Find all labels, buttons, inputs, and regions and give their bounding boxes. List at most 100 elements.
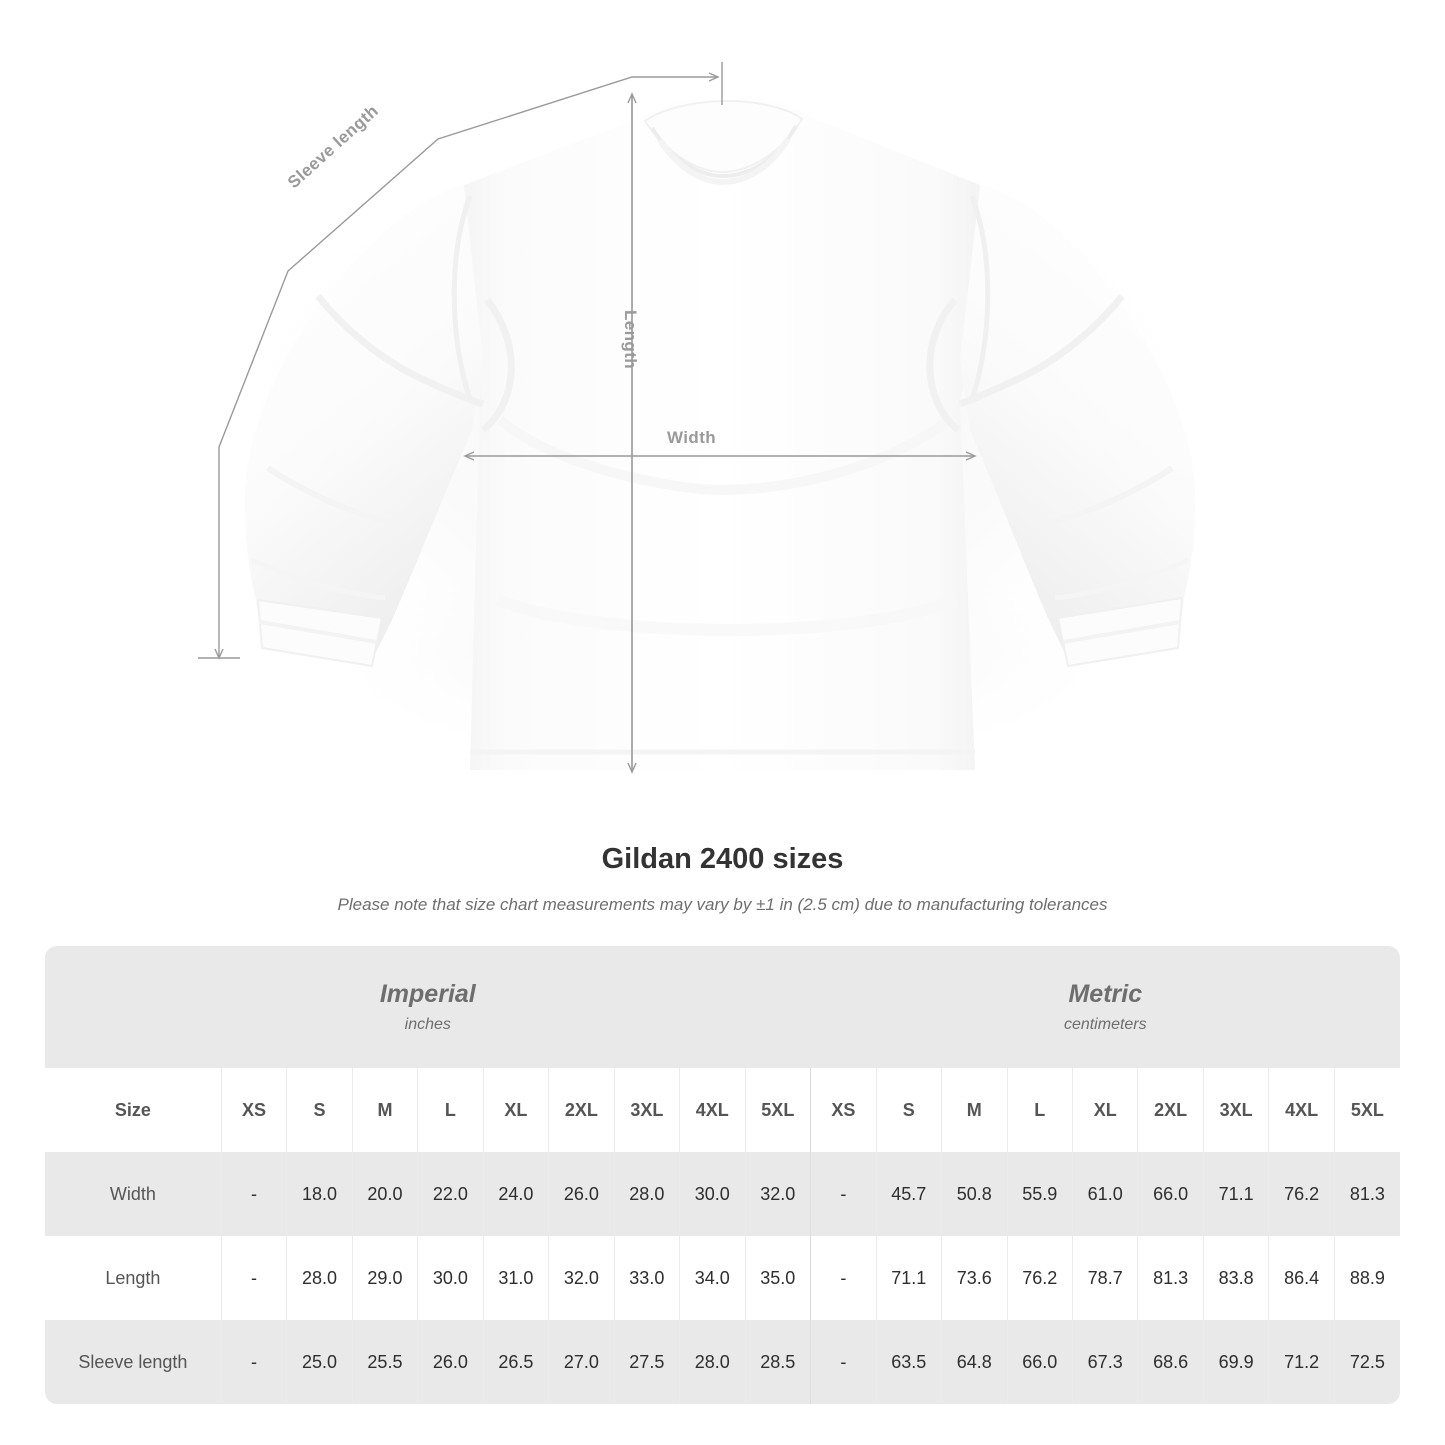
header-size-imperial-2xl: 2XL: [548, 1068, 615, 1152]
cell-width-metric-xl: 61.0: [1071, 1152, 1138, 1236]
header-size-imperial-l: L: [417, 1068, 484, 1152]
cell-width-imperial-l: 22.0: [417, 1152, 484, 1236]
unit-title-metric: Metric: [1068, 980, 1143, 1008]
header-size-imperial-5xl: 5XL: [744, 1068, 811, 1152]
cell-width-metric-5xl: 81.3: [1333, 1152, 1400, 1236]
cell-sleeve-imperial-3xl: 27.5: [613, 1320, 680, 1404]
cell-width-imperial-m: 20.0: [351, 1152, 418, 1236]
garment-drawing: [198, 62, 1240, 780]
header-size-metric-4xl: 4XL: [1268, 1068, 1335, 1152]
size-table: Imperial inches Metric centimeters Size …: [45, 946, 1400, 1404]
cell-length-imperial-xs: -: [220, 1236, 287, 1320]
cell-sleeve-metric-l: 66.0: [1006, 1320, 1073, 1404]
left-sleeve: [244, 185, 485, 668]
header-size-metric-xs: XS: [810, 1068, 877, 1152]
cell-length-metric-l: 76.2: [1006, 1236, 1073, 1320]
sleeve-length-dimension: [198, 62, 723, 660]
unit-subtitle-metric: centimeters: [1063, 1016, 1147, 1033]
unit-banner-row: Imperial inches Metric centimeters: [45, 946, 1400, 1068]
cell-length-metric-2xl: 81.3: [1137, 1236, 1204, 1320]
cell-sleeve-metric-s: 63.5: [875, 1320, 942, 1404]
cell-sleeve-imperial-xl: 26.5: [482, 1320, 549, 1404]
cell-length-imperial-m: 29.0: [351, 1236, 418, 1320]
row-label-sleeve-length: Sleeve length: [45, 1320, 222, 1404]
header-size-imperial-3xl: 3XL: [613, 1068, 680, 1152]
length-label: Length: [621, 310, 640, 370]
cell-length-imperial-2xl: 32.0: [548, 1236, 615, 1320]
cell-width-imperial-s: 18.0: [286, 1152, 353, 1236]
chart-heading: Gildan 2400 sizes Please note that size …: [0, 840, 1445, 916]
cell-width-imperial-xs: -: [220, 1152, 287, 1236]
cell-length-metric-5xl: 88.9: [1333, 1236, 1400, 1320]
cell-sleeve-metric-xs: -: [810, 1320, 877, 1404]
unit-cell-metric: Metric centimeters: [810, 946, 1400, 1068]
garment-illustration: Sleeve length Length Width: [198, 62, 1240, 780]
cell-width-imperial-2xl: 26.0: [548, 1152, 615, 1236]
cell-sleeve-metric-3xl: 69.9: [1202, 1320, 1269, 1404]
cell-sleeve-metric-m: 64.8: [941, 1320, 1007, 1404]
cell-length-metric-4xl: 86.4: [1268, 1236, 1335, 1320]
unit-cell-imperial: Imperial inches: [45, 946, 811, 1068]
cell-length-metric-xs: -: [810, 1236, 877, 1320]
cell-width-metric-s: 45.7: [875, 1152, 942, 1236]
header-size-imperial-m: M: [351, 1068, 418, 1152]
cell-length-metric-m: 73.6: [941, 1236, 1007, 1320]
cell-length-imperial-s: 28.0: [286, 1236, 353, 1320]
size-table-container: Imperial inches Metric centimeters Size …: [45, 946, 1400, 1404]
cell-sleeve-imperial-2xl: 27.0: [548, 1320, 615, 1404]
table-row: Length - 28.0 29.0 30.0 31.0 32.0 33.0 3…: [45, 1236, 1400, 1320]
header-size-metric-s: S: [875, 1068, 942, 1152]
cell-width-imperial-4xl: 30.0: [679, 1152, 746, 1236]
unit-title-imperial: Imperial: [379, 980, 476, 1008]
size-header-row: Size XS S M L XL 2XL 3XL 4XL 5XL XS S M …: [45, 1068, 1400, 1152]
cell-width-metric-xs: -: [810, 1152, 877, 1236]
header-size-metric-5xl: 5XL: [1333, 1068, 1400, 1152]
unit-subtitle-imperial: inches: [404, 1016, 451, 1033]
cell-sleeve-imperial-l: 26.0: [417, 1320, 484, 1404]
cell-length-imperial-4xl: 34.0: [679, 1236, 746, 1320]
cell-width-metric-l: 55.9: [1006, 1152, 1073, 1236]
cell-length-imperial-xl: 31.0: [482, 1236, 549, 1320]
header-size-imperial-xl: XL: [482, 1068, 549, 1152]
cell-length-imperial-l: 30.0: [417, 1236, 484, 1320]
cell-length-metric-xl: 78.7: [1071, 1236, 1138, 1320]
header-size-label: Size: [45, 1068, 222, 1152]
width-label: Width: [667, 428, 717, 447]
cell-width-imperial-xl: 24.0: [482, 1152, 549, 1236]
header-size-metric-m: M: [941, 1068, 1007, 1152]
header-size-imperial-4xl: 4XL: [679, 1068, 746, 1152]
cell-length-metric-s: 71.1: [875, 1236, 942, 1320]
header-size-imperial-xs: XS: [220, 1068, 287, 1152]
row-label-width: Width: [45, 1152, 222, 1236]
right-sleeve: [958, 185, 1196, 668]
cell-sleeve-metric-2xl: 68.6: [1137, 1320, 1204, 1404]
cell-length-imperial-3xl: 33.0: [613, 1236, 680, 1320]
cell-sleeve-imperial-s: 25.0: [286, 1320, 353, 1404]
cell-sleeve-imperial-xs: -: [220, 1320, 287, 1404]
page-title: Gildan 2400 sizes: [601, 843, 844, 875]
cell-sleeve-metric-5xl: 72.5: [1333, 1320, 1400, 1404]
tolerance-note: Please note that size chart measurements…: [337, 895, 1108, 914]
collar: [643, 99, 804, 186]
cell-sleeve-metric-xl: 67.3: [1071, 1320, 1138, 1404]
cell-width-metric-m: 50.8: [941, 1152, 1007, 1236]
cell-length-metric-3xl: 83.8: [1202, 1236, 1269, 1320]
cell-width-metric-2xl: 66.0: [1137, 1152, 1204, 1236]
header-size-metric-2xl: 2XL: [1137, 1068, 1204, 1152]
cell-sleeve-metric-4xl: 71.2: [1268, 1320, 1335, 1404]
cell-length-imperial-5xl: 35.0: [744, 1236, 811, 1320]
cell-sleeve-imperial-m: 25.5: [351, 1320, 418, 1404]
cell-sleeve-imperial-5xl: 28.5: [744, 1320, 811, 1404]
shirt-body: [440, 94, 1003, 771]
header-size-imperial-s: S: [286, 1068, 353, 1152]
header-size-metric-l: L: [1006, 1068, 1073, 1152]
header-size-metric-xl: XL: [1071, 1068, 1138, 1152]
table-row: Sleeve length - 25.0 25.5 26.0 26.5 27.0…: [45, 1320, 1400, 1404]
cell-sleeve-imperial-4xl: 28.0: [679, 1320, 746, 1404]
header-size-metric-3xl: 3XL: [1202, 1068, 1269, 1152]
cell-width-metric-4xl: 76.2: [1268, 1152, 1335, 1236]
cell-width-imperial-5xl: 32.0: [744, 1152, 811, 1236]
cell-width-metric-3xl: 71.1: [1202, 1152, 1269, 1236]
cell-width-imperial-3xl: 28.0: [613, 1152, 680, 1236]
table-row: Width - 18.0 20.0 22.0 24.0 26.0 28.0 30…: [45, 1152, 1400, 1236]
